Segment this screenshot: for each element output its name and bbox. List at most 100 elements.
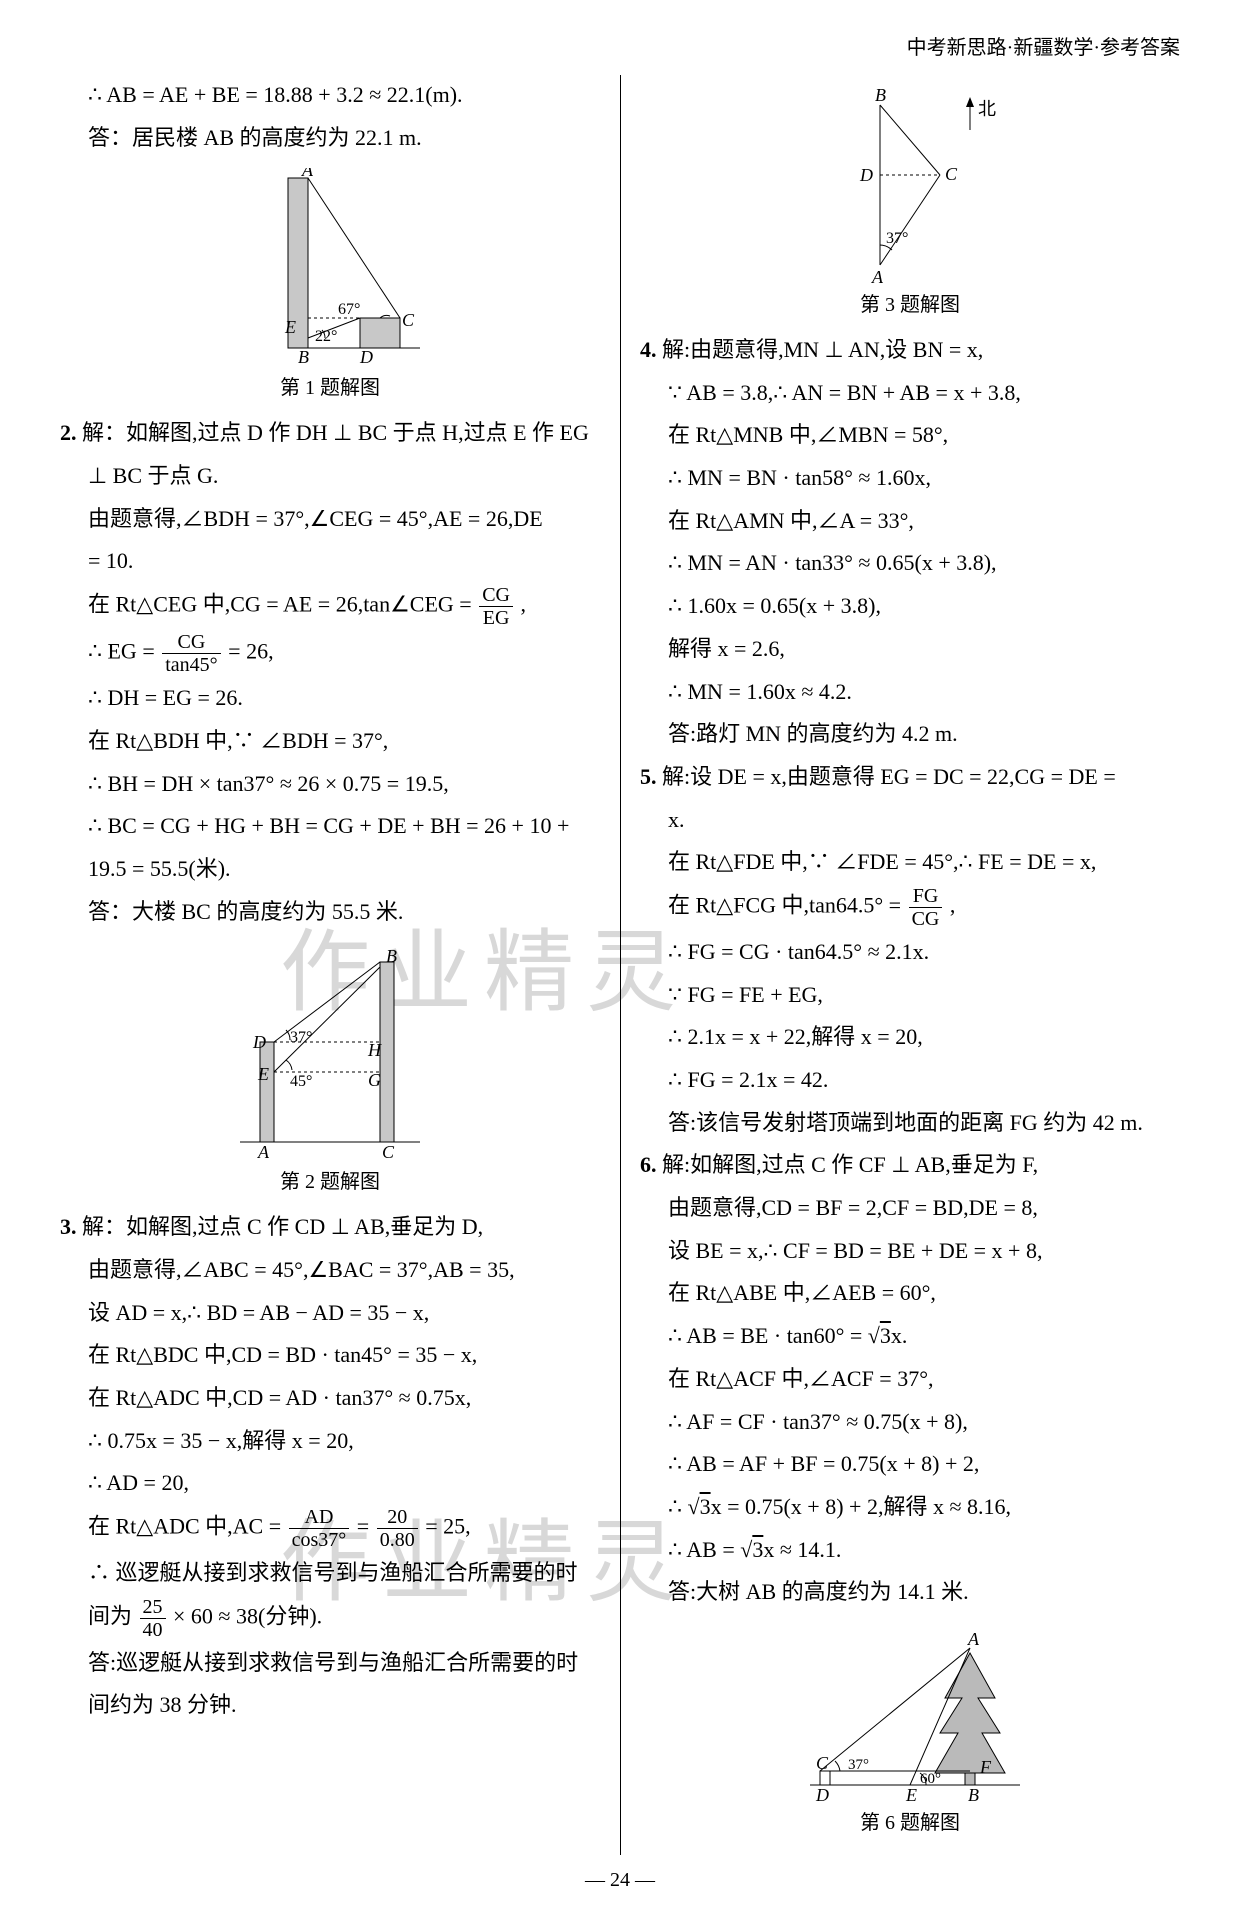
text-line: ∵ FG = FE + EG, bbox=[640, 975, 1180, 1016]
text-line: 在 Rt△FDE 中,∵ ∠FDE = 45°,∴ FE = DE = x, bbox=[640, 842, 1180, 883]
text-line: 在 Rt△ABE 中,∠AEB = 60°, bbox=[640, 1273, 1180, 1314]
text-line: 由题意得,CD = BF = 2,CF = BD,DE = 8, bbox=[640, 1188, 1180, 1229]
svg-text:B: B bbox=[875, 85, 886, 105]
text-line: ∴ AB = AE + BE = 18.88 + 3.2 ≈ 22.1(m). bbox=[60, 75, 600, 116]
text-line: 在 Rt△ACF 中,∠ACF = 37°, bbox=[640, 1359, 1180, 1400]
text: , bbox=[521, 592, 527, 617]
text-line: ∴ MN = 1.60x ≈ 4.2. bbox=[640, 672, 1180, 713]
text-line: ∴ BC = CG + HG + BH = CG + DE + BH = 26 … bbox=[60, 806, 600, 847]
sqrt: 3 bbox=[700, 1494, 711, 1519]
figure-3: B D C A 37° 北 第 3 题解图 bbox=[640, 85, 1180, 324]
text-line: ⊥ BC 于点 G. bbox=[60, 456, 600, 497]
text-line: 在 Rt△BDH 中,∵ ∠BDH = 37°, bbox=[60, 721, 600, 762]
q5-number: 5. bbox=[640, 764, 657, 789]
sqrt: 3 bbox=[880, 1323, 891, 1348]
text: 解：如解图,过点 D 作 DH ⊥ BC 于点 H,过点 E 作 EG bbox=[82, 420, 589, 445]
fraction: 200.80 bbox=[377, 1506, 418, 1551]
svg-text:北: 北 bbox=[978, 99, 996, 119]
text-line: 答:巡逻艇从接到求救信号到与渔船汇合所需要的时 bbox=[60, 1643, 600, 1684]
question-6: 6. 解:如解图,过点 C 作 CF ⊥ AB,垂足为 F, bbox=[640, 1145, 1180, 1186]
figure-6-caption: 第 6 题解图 bbox=[640, 1805, 1180, 1842]
text-line: 由题意得,∠ABC = 45°,∠BAC = 37°,AB = 35, bbox=[60, 1250, 600, 1291]
text-line: ∴ 2.1x = x + 22,解得 x = 20, bbox=[640, 1017, 1180, 1058]
text-line: ∴ AF = CF · tan37° ≈ 0.75(x + 8), bbox=[640, 1402, 1180, 1443]
svg-text:45°: 45° bbox=[290, 1073, 312, 1090]
text-line: 在 Rt△BDC 中,CD = BD · tan45° = 35 − x, bbox=[60, 1335, 600, 1376]
text-line: 设 BE = x,∴ CF = BD = BE + DE = x + 8, bbox=[640, 1231, 1180, 1272]
text-line: ∴ 1.60x = 0.65(x + 3.8), bbox=[640, 586, 1180, 627]
text-line: 间为 2540 × 60 ≈ 38(分钟). bbox=[60, 1596, 600, 1641]
svg-text:60°: 60° bbox=[920, 1771, 941, 1787]
text: 解:由题意得,MN ⊥ AN,设 BN = x, bbox=[662, 337, 983, 362]
text: 解:设 DE = x,由题意得 EG = DC = 22,CG = DE = bbox=[662, 764, 1116, 789]
text-line: 在 Rt△MNB 中,∠MBN = 58°, bbox=[640, 415, 1180, 456]
fraction: CGtan45° bbox=[162, 631, 220, 676]
text-line: 在 Rt△ADC 中,CD = AD · tan37° ≈ 0.75x, bbox=[60, 1378, 600, 1419]
svg-text:B: B bbox=[298, 347, 309, 367]
svg-text:D: D bbox=[859, 165, 873, 185]
text: × 60 ≈ 38(分钟). bbox=[173, 1603, 322, 1628]
svg-text:C: C bbox=[402, 310, 415, 330]
text-line: ∴ AB = BE · tan60° = √3x. bbox=[640, 1316, 1180, 1357]
figure-6: A C D E B F 37° 60° 第 6 题解图 bbox=[640, 1623, 1180, 1842]
fraction: FGCG bbox=[909, 885, 943, 930]
text-line: x. bbox=[640, 800, 1180, 841]
svg-text:D: D bbox=[252, 1032, 266, 1052]
text: x ≈ 14.1. bbox=[763, 1537, 841, 1562]
svg-text:G: G bbox=[368, 1070, 381, 1090]
svg-text:E: E bbox=[905, 1785, 917, 1803]
svg-text:37°: 37° bbox=[848, 1757, 869, 1773]
text-line: 19.5 = 55.5(米). bbox=[60, 849, 600, 890]
svg-text:A: A bbox=[301, 168, 314, 180]
svg-text:E: E bbox=[284, 317, 296, 337]
text: = 25, bbox=[425, 1514, 470, 1539]
text-line: ∴ √3x = 0.75(x + 8) + 2,解得 x ≈ 8.16, bbox=[640, 1487, 1180, 1528]
text-line: ∴ EG = CGtan45° = 26, bbox=[60, 631, 600, 676]
text-line: ∴ AD = 20, bbox=[60, 1463, 600, 1504]
q2-number: 2. bbox=[60, 420, 77, 445]
text: 解：如解图,过点 C 作 CD ⊥ AB,垂足为 D, bbox=[82, 1214, 483, 1239]
text-line: ∴ MN = BN · tan58° ≈ 1.60x, bbox=[640, 458, 1180, 499]
text-line: = 10. bbox=[60, 541, 600, 582]
text-line: 答：大楼 BC 的高度约为 55.5 米. bbox=[60, 892, 600, 933]
question-3: 3. 解：如解图,过点 C 作 CD ⊥ AB,垂足为 D, bbox=[60, 1207, 600, 1248]
figure-1-caption: 第 1 题解图 bbox=[60, 370, 600, 407]
text: ∴ EG = bbox=[88, 639, 160, 664]
svg-text:C: C bbox=[945, 164, 958, 184]
text-line: 设 AD = x,∴ BD = AB − AD = 35 − x, bbox=[60, 1293, 600, 1334]
text: , bbox=[950, 892, 956, 917]
text: ∴ AB = bbox=[668, 1537, 740, 1562]
text-line: 答：居民楼 AB 的高度约为 22.1 m. bbox=[60, 118, 600, 159]
fraction: 2540 bbox=[140, 1596, 166, 1641]
svg-text:D: D bbox=[359, 347, 373, 367]
svg-text:E: E bbox=[257, 1064, 269, 1084]
text-line: 在 Rt△FCG 中,tan64.5° = FGCG , bbox=[640, 885, 1180, 930]
svg-text:A: A bbox=[257, 1142, 270, 1162]
svg-text:37°: 37° bbox=[290, 1029, 312, 1046]
figure-2-caption: 第 2 题解图 bbox=[60, 1164, 600, 1201]
text-line: 解得 x = 2.6, bbox=[640, 629, 1180, 670]
text: 在 Rt△FCG 中,tan64.5° = bbox=[668, 892, 907, 917]
text-line: ∴ 0.75x = 35 − x,解得 x = 20, bbox=[60, 1421, 600, 1462]
text: 在 Rt△CEG 中,CG = AE = 26,tan∠CEG = bbox=[88, 592, 477, 617]
question-5: 5. 解:设 DE = x,由题意得 EG = DC = 22,CG = DE … bbox=[640, 757, 1180, 798]
text-line: ∴ AB = AF + BF = 0.75(x + 8) + 2, bbox=[640, 1444, 1180, 1485]
figure-1: A E B D C 67° 22° 第 1 题解图 bbox=[60, 168, 600, 407]
text: ∴ bbox=[668, 1494, 688, 1519]
text: 间为 bbox=[88, 1603, 132, 1628]
text-line: ∴ AB = √3x ≈ 14.1. bbox=[640, 1530, 1180, 1571]
q6-number: 6. bbox=[640, 1152, 657, 1177]
svg-text:A: A bbox=[871, 267, 884, 285]
text-line: 答:该信号发射塔顶端到地面的距离 FG 约为 42 m. bbox=[640, 1103, 1180, 1144]
text-line: ∴ 巡逻艇从接到求救信号到与渔船汇合所需要的时 bbox=[60, 1553, 600, 1594]
text-line: 由题意得,∠BDH = 37°,∠CEG = 45°,AE = 26,DE bbox=[60, 499, 600, 540]
text: = 26, bbox=[228, 639, 273, 664]
text-line: ∴ MN = AN · tan33° ≈ 0.65(x + 3.8), bbox=[640, 543, 1180, 584]
fraction: ADcos37° bbox=[289, 1506, 350, 1551]
text-line: 答:路灯 MN 的高度约为 4.2 m. bbox=[640, 714, 1180, 755]
figure-3-caption: 第 3 题解图 bbox=[640, 287, 1180, 324]
two-column-layout: ∴ AB = AE + BE = 18.88 + 3.2 ≈ 22.1(m). … bbox=[40, 75, 1200, 1848]
text-line: 在 Rt△ADC 中,AC = ADcos37° = 200.80 = 25, bbox=[60, 1506, 600, 1551]
page-number: — 24 — bbox=[40, 1862, 1200, 1899]
column-divider bbox=[620, 75, 621, 1855]
